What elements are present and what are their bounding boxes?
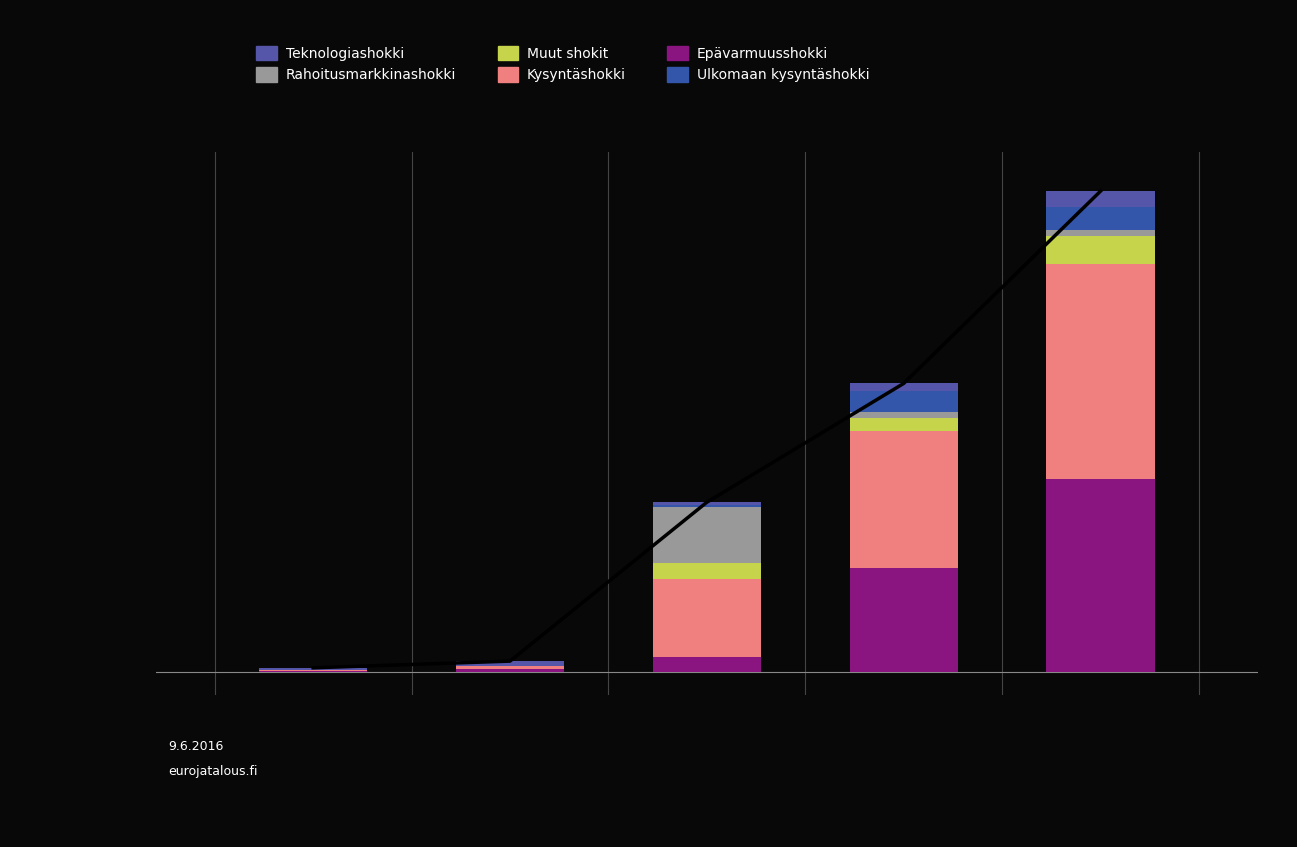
Bar [652,579,761,657]
Bar [1047,230,1154,235]
Bar [259,667,367,670]
Bar [1047,235,1154,264]
Bar [652,505,761,507]
Bar [850,418,958,431]
Bar [652,563,761,579]
Bar [455,662,564,666]
Bar [259,671,367,673]
Bar [1047,264,1154,479]
Bar [455,668,564,673]
Bar [850,384,958,390]
Bar [1047,208,1154,230]
Bar [1047,191,1154,208]
Bar [652,507,761,563]
Text: eurojatalous.fi: eurojatalous.fi [169,765,258,778]
Bar [850,568,958,673]
Bar [850,390,958,412]
Bar [1047,479,1154,673]
Bar [652,657,761,673]
Legend: Teknologiashokki, Rahoitusmarkkinashokki, Muut shokit, Kysyntäshokki, Epävarmuus: Teknologiashokki, Rahoitusmarkkinashokki… [250,40,874,88]
Bar [652,502,761,505]
Bar [455,667,564,668]
Bar [850,412,958,418]
Text: 9.6.2016: 9.6.2016 [169,739,224,753]
Bar [850,431,958,568]
